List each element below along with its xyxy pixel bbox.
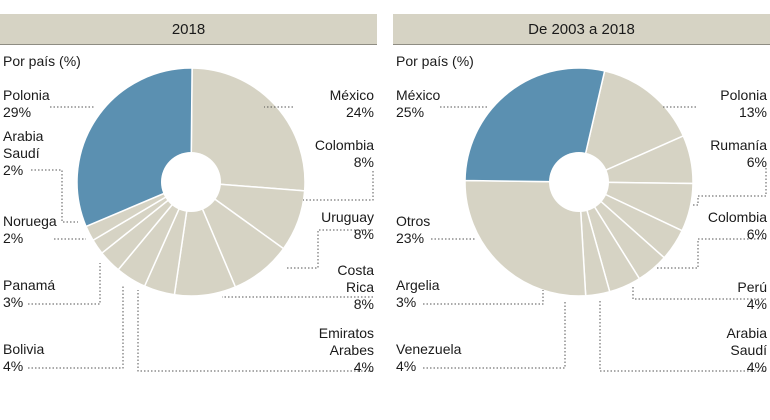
chart-subtitle: Por país (%) (396, 53, 474, 69)
chart-subtitle: Por país (%) (3, 53, 81, 69)
label-colombia: Colombia 8% (314, 137, 374, 170)
label-mexico: México 25% (396, 87, 441, 120)
leader-line (28, 285, 124, 369)
donut-hole (549, 152, 609, 212)
leader-line (693, 168, 767, 206)
label-rumania: Rumanía 6% (710, 137, 767, 170)
pie-slice-otros (464, 179, 587, 297)
label-otros: Otros 23% (396, 213, 431, 246)
leader-line (423, 290, 544, 305)
leader-line (303, 171, 374, 201)
label-uruguay: Uruguay 8% (321, 209, 374, 242)
chart-panel-2003-2018: De 2003 a 2018 Por país (%) México 25% Po… (393, 0, 770, 420)
chart-panel-2018: 2018 Por país (%) Polonia 29% México 24% A… (0, 0, 377, 420)
label-noruega: Noruega 2% (3, 213, 57, 246)
leader-line (28, 263, 101, 305)
pie-chart-2018 (28, 67, 374, 372)
label-argelia: Argelia 3% (396, 277, 440, 310)
leader-line (599, 300, 766, 372)
pie-slice-mexico (190, 67, 306, 192)
label-venezuela: Venezuela 4% (396, 341, 462, 374)
label-costa-rica: Costa Rica 8% (337, 262, 374, 312)
label-colombia: Colombia 6% (707, 209, 767, 242)
donut-hole (161, 152, 221, 212)
pie-slice-polonia (578, 70, 685, 183)
label-mexico: México 24% (329, 87, 374, 120)
label-polonia: Polonia 29% (3, 87, 50, 120)
label-peru: Perú 4% (737, 279, 767, 312)
chart-title: 2018 (0, 14, 377, 45)
label-arabia-saudi: Arabia Saudí 4% (726, 325, 767, 375)
label-bolivia: Bolivia 4% (3, 341, 45, 374)
label-emiratos-arabes: Emiratos Arabes 4% (318, 325, 374, 375)
label-arabia-saudi: Arabia Saudí 2% (3, 128, 44, 178)
leader-line (632, 287, 766, 300)
leader-line (286, 229, 373, 269)
label-panama: Panamá 3% (3, 277, 56, 310)
pie-chart-2003-2018 (423, 67, 767, 372)
label-polonia: Polonia 13% (720, 87, 767, 120)
leader-line (31, 169, 78, 223)
leader-line (137, 290, 373, 372)
chart-title: De 2003 a 2018 (393, 14, 770, 45)
